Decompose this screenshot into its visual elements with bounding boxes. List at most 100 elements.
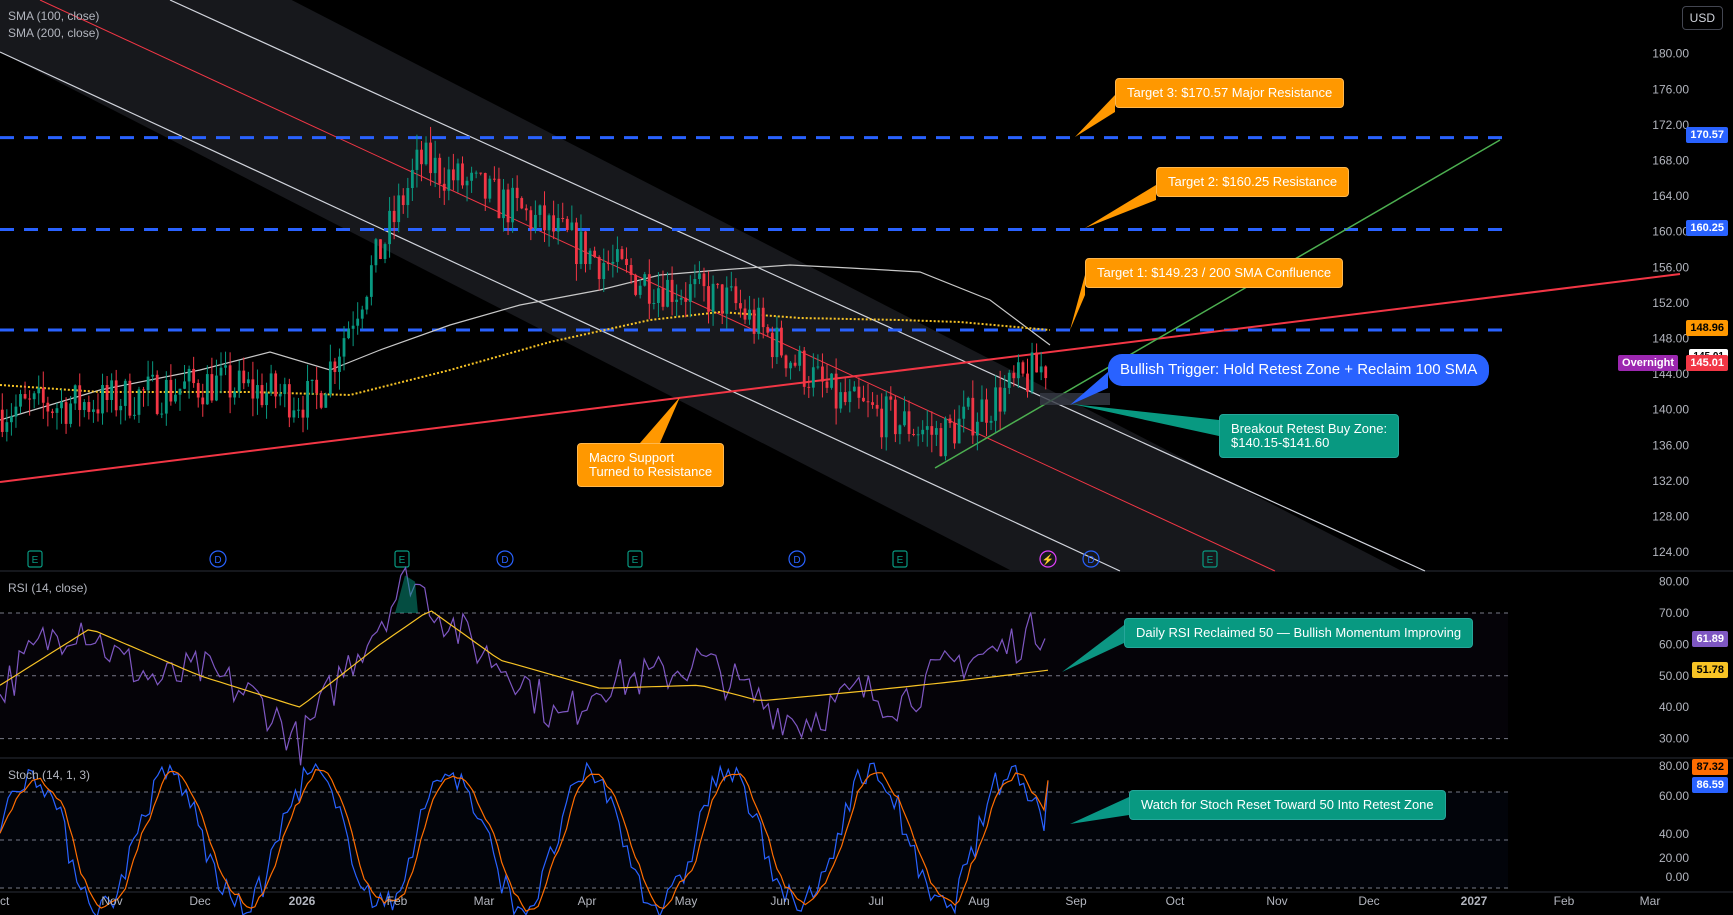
candle-body [347, 328, 350, 339]
candle [675, 284, 679, 317]
candle-body [748, 309, 751, 320]
candle [69, 395, 73, 428]
candle-body [1030, 352, 1034, 392]
candle [939, 422, 943, 457]
candle [985, 388, 988, 437]
candle-body [369, 265, 373, 297]
candle-body [934, 428, 938, 435]
candle [1012, 365, 1016, 387]
candle [183, 365, 186, 390]
candle-body [356, 318, 360, 326]
candle [515, 175, 519, 212]
event-icon-label: ⚡ [1042, 553, 1054, 566]
candle-body [283, 384, 287, 394]
candle-body [848, 391, 852, 403]
candle [46, 396, 50, 427]
callout-stoch: Watch for Stoch Reset Toward 50 Into Ret… [1129, 790, 1446, 820]
callout-target1: Target 1: $149.23 / 200 SMA Confluence [1085, 258, 1344, 288]
legend-stoch[interactable]: Stoch (14, 1, 3) [8, 768, 91, 782]
candle-body [123, 380, 127, 406]
channel-midline [39, 0, 1276, 572]
candle-body [32, 393, 36, 400]
candle [620, 246, 624, 261]
candle [966, 396, 970, 410]
rsi-tick: 70.00 [1659, 606, 1689, 620]
legend-sma100[interactable]: SMA (100, close) [8, 9, 100, 23]
candle-body [994, 387, 997, 421]
candle [78, 373, 82, 427]
candle-body [474, 172, 478, 174]
candle [256, 369, 259, 415]
candle-body [739, 303, 742, 309]
candle-body [110, 380, 114, 400]
time-label: Apr [578, 894, 597, 908]
candle [205, 365, 209, 405]
candle [552, 200, 556, 240]
candle [488, 175, 492, 203]
candle [693, 264, 697, 298]
candle [889, 386, 893, 411]
rsi-line [0, 566, 1046, 766]
candle-body [228, 365, 232, 398]
time-label: Oct [0, 894, 10, 908]
candle-body [442, 183, 446, 191]
currency-button[interactable]: USD [1681, 6, 1723, 30]
macro-support-line [0, 273, 1681, 483]
tag-last-price: 145.01 [1686, 355, 1728, 371]
candle-body [219, 367, 223, 376]
candle [702, 267, 706, 302]
candle [37, 375, 41, 405]
price-tick: 172.00 [1652, 118, 1689, 132]
candle-body [23, 394, 27, 399]
candle-body [729, 286, 733, 288]
candle [87, 395, 91, 420]
candle [447, 156, 451, 201]
time-label: Jul [868, 894, 883, 908]
candle-body [720, 284, 724, 314]
candle [962, 390, 966, 433]
candle-body [251, 379, 255, 399]
candle-body [351, 325, 355, 329]
candle-body [561, 218, 565, 220]
rsi-pane[interactable] [0, 566, 1508, 766]
candle [351, 311, 355, 347]
candle-body [119, 405, 123, 411]
candle [1021, 360, 1025, 377]
candle [643, 271, 647, 287]
candle [187, 365, 191, 399]
price-pane[interactable]: E D E D E D E ⚡ D E [0, 0, 1681, 824]
candle-body [707, 286, 710, 312]
candle-body [196, 383, 200, 398]
candle [23, 381, 27, 400]
candle-body [652, 303, 656, 305]
candle-body [643, 274, 647, 286]
candle [584, 230, 587, 273]
candle-body [96, 409, 100, 414]
candle [110, 373, 114, 413]
candle-body [620, 249, 624, 259]
candle-body [192, 368, 196, 384]
candle-body [287, 384, 291, 418]
candle-body [907, 411, 911, 434]
legend-sma200[interactable]: SMA (200, close) [8, 26, 100, 40]
legend-rsi[interactable]: RSI (14, close) [8, 581, 88, 595]
candle [251, 361, 255, 417]
candle [410, 158, 414, 201]
price-tick: 176.00 [1652, 82, 1689, 96]
candle-body [843, 392, 847, 403]
candle [757, 297, 761, 340]
candle [310, 379, 314, 395]
candle [315, 366, 319, 410]
candle [201, 383, 205, 417]
candle [1030, 342, 1034, 394]
candle [328, 344, 332, 398]
candle-body [319, 393, 323, 408]
candle-body [1044, 366, 1048, 379]
pointer-target3 [1075, 95, 1115, 137]
candle-body [461, 163, 464, 186]
candle-body [64, 402, 68, 424]
pointer-target2 [1085, 185, 1156, 228]
candle [365, 295, 369, 315]
stoch-tick: 60.00 [1659, 789, 1689, 803]
